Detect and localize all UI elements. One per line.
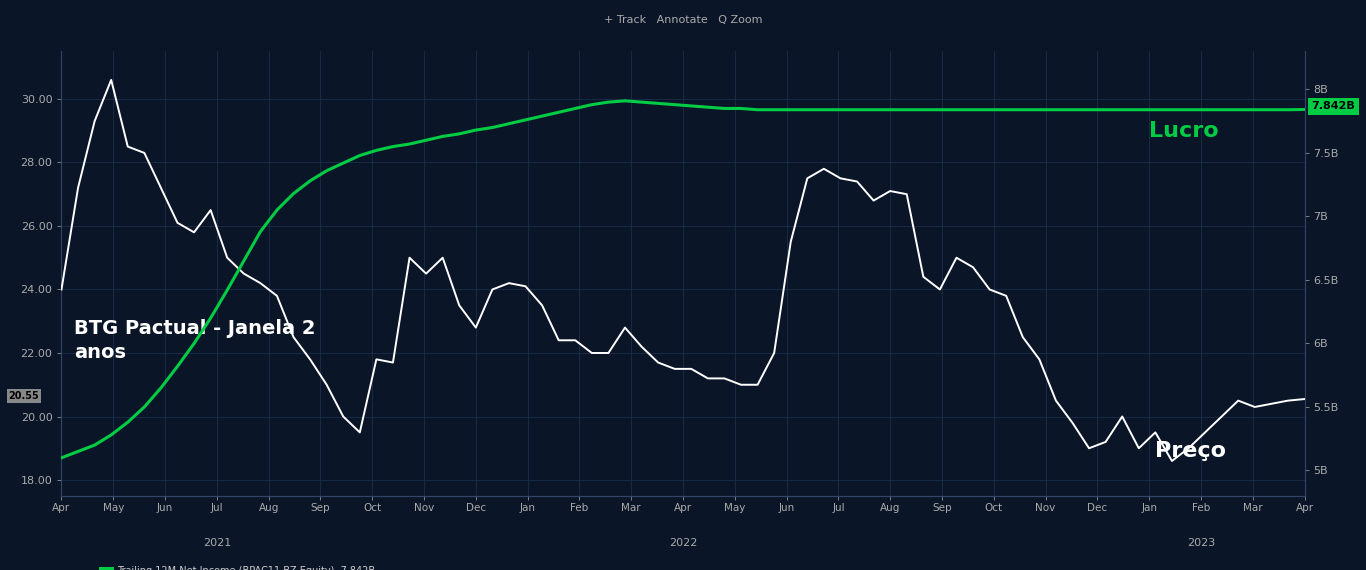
Bar bbox=[98, 567, 113, 570]
Text: Preço: Preço bbox=[1156, 441, 1227, 462]
Text: BTG Pactual - Janela 2
anos: BTG Pactual - Janela 2 anos bbox=[74, 319, 316, 361]
Text: 2023: 2023 bbox=[1187, 538, 1216, 548]
Text: Lucro: Lucro bbox=[1149, 121, 1218, 141]
Text: 2021: 2021 bbox=[202, 538, 231, 548]
Text: 2022: 2022 bbox=[669, 538, 697, 548]
Text: + Track   Annotate   Q Zoom: + Track Annotate Q Zoom bbox=[604, 15, 762, 25]
Text: 20.55: 20.55 bbox=[8, 391, 40, 401]
Text: 7.842B: 7.842B bbox=[1311, 101, 1355, 112]
Text: Trailing 12M Net Income (BPAC11 BZ Equity)  7.842B: Trailing 12M Net Income (BPAC11 BZ Equit… bbox=[117, 567, 376, 570]
